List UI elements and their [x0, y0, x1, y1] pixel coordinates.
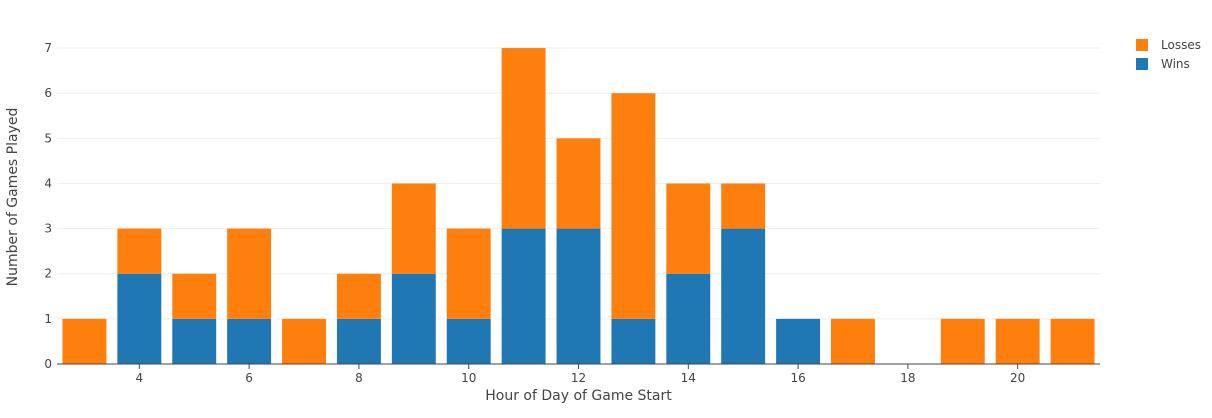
bar-wins-10[interactable]	[446, 318, 491, 364]
bar-losses-8[interactable]	[336, 273, 381, 319]
bar-losses-4[interactable]	[117, 228, 162, 274]
y-axis-title: Number of Games Played	[5, 108, 21, 287]
bar-wins-16[interactable]	[776, 318, 821, 364]
bar-losses-9[interactable]	[391, 183, 436, 274]
legend-item-losses[interactable]: Losses	[1136, 38, 1201, 52]
bar-wins-15[interactable]	[721, 228, 766, 364]
bar-losses-19[interactable]	[940, 318, 985, 364]
x-tick-label: 8	[355, 371, 363, 385]
x-axis-ticks: 4 6 8 10 12 14 16 18 20	[136, 364, 1025, 385]
y-tick-label: 3	[44, 222, 52, 236]
bar-losses-17[interactable]	[831, 318, 875, 364]
legend-label: Wins	[1161, 57, 1190, 71]
bar-wins-11[interactable]	[501, 228, 546, 364]
y-axis-ticks: 0 1 2 3 4 5 6 7	[44, 41, 52, 371]
x-tick-label: 4	[136, 371, 144, 385]
bar-losses-11[interactable]	[501, 48, 546, 229]
bar-losses-13[interactable]	[611, 93, 656, 319]
x-tick-label: 12	[571, 371, 586, 385]
bar-losses-7[interactable]	[282, 318, 326, 364]
bar-losses-14[interactable]	[666, 183, 711, 274]
x-axis-title: Hour of Day of Game Start	[485, 388, 672, 404]
bars	[62, 48, 1095, 364]
legend-swatch	[1136, 39, 1148, 51]
x-tick-label: 6	[245, 371, 253, 385]
bar-wins-9[interactable]	[391, 273, 436, 364]
y-tick-label: 6	[44, 86, 52, 100]
bar-wins-5[interactable]	[172, 318, 217, 364]
x-tick-label: 16	[790, 371, 805, 385]
y-tick-label: 2	[44, 267, 52, 281]
y-tick-label: 1	[44, 312, 52, 326]
bar-losses-20[interactable]	[995, 318, 1040, 364]
bar-wins-8[interactable]	[336, 318, 381, 364]
x-tick-label: 20	[1010, 371, 1025, 385]
x-tick-label: 10	[461, 371, 476, 385]
legend-item-wins[interactable]: Wins	[1136, 57, 1190, 71]
x-tick-label: 18	[900, 371, 915, 385]
bar-wins-14[interactable]	[666, 273, 711, 364]
y-tick-label: 0	[44, 357, 52, 371]
bar-wins-13[interactable]	[611, 318, 656, 364]
bar-losses-3[interactable]	[62, 318, 107, 364]
bar-losses-5[interactable]	[172, 273, 217, 319]
y-tick-label: 4	[44, 176, 52, 190]
bar-losses-12[interactable]	[556, 138, 601, 229]
legend-swatch	[1136, 58, 1148, 70]
bar-wins-12[interactable]	[556, 228, 601, 364]
bar-losses-21[interactable]	[1050, 318, 1095, 364]
x-tick-label: 14	[681, 371, 696, 385]
legend-label: Losses	[1161, 38, 1201, 52]
y-tick-label: 5	[44, 131, 52, 145]
bar-wins-6[interactable]	[227, 318, 272, 364]
bar-losses-10[interactable]	[446, 228, 491, 319]
bar-losses-6[interactable]	[227, 228, 272, 319]
legend[interactable]: Losses Wins	[1136, 38, 1201, 71]
bar-losses-15[interactable]	[721, 183, 766, 229]
bar-wins-4[interactable]	[117, 273, 162, 364]
y-tick-label: 7	[44, 41, 52, 55]
